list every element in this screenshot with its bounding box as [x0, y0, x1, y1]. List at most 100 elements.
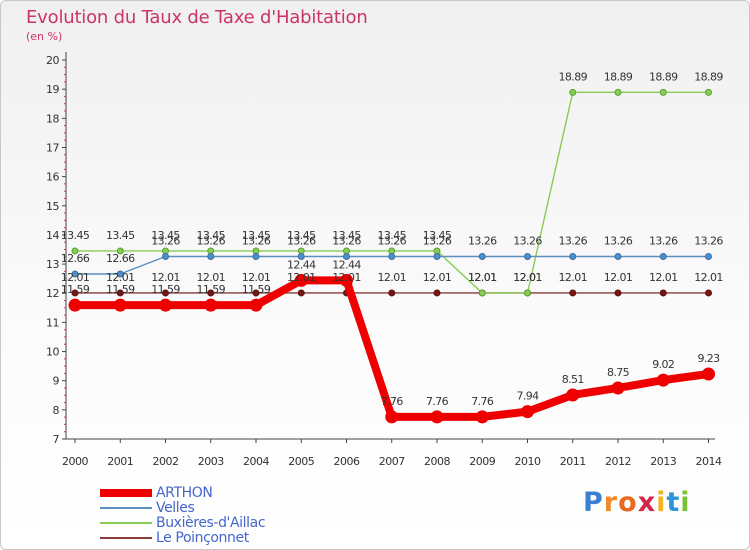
data-point	[388, 289, 396, 297]
y-tick-label: 20	[46, 54, 59, 67]
data-label: 11.59	[197, 283, 226, 296]
data-label: 11.59	[242, 283, 271, 296]
legend-item: Buxières-d'Aillac	[100, 515, 360, 531]
data-label: 12.01	[151, 271, 180, 284]
data-label: 13.45	[423, 229, 452, 242]
data-label: 18.89	[604, 70, 633, 83]
data-label: 12.01	[242, 271, 271, 284]
data-point	[569, 289, 577, 297]
data-point	[614, 252, 622, 260]
series-2	[71, 88, 712, 297]
y-tick-label: 11	[46, 316, 59, 329]
data-label: 12.01	[332, 271, 361, 284]
data-label: 11.59	[106, 283, 135, 296]
data-label: 11.59	[61, 283, 90, 296]
data-point	[521, 405, 534, 419]
data-point	[388, 252, 396, 260]
data-label: 12.01	[513, 271, 542, 284]
data-point	[159, 298, 172, 312]
data-label: 13.45	[197, 229, 226, 242]
legend-swatch	[100, 522, 152, 524]
y-tick-label: 17	[46, 141, 59, 154]
chart-title: Evolution du Taux de Taxe d'Habitation	[26, 7, 368, 28]
series-1	[71, 252, 712, 278]
data-label: 13.45	[287, 229, 316, 242]
data-label: 13.26	[332, 234, 361, 247]
data-point	[71, 247, 79, 255]
data-label: 12.44	[287, 258, 316, 271]
proxiti-logo: Proxiti	[583, 487, 691, 518]
y-tick-label: 15	[46, 200, 59, 213]
data-point	[207, 252, 215, 260]
data-label: 13.45	[378, 229, 407, 242]
data-label: 9.23	[697, 352, 720, 365]
legend-label: ARTHON	[156, 485, 213, 501]
data-point	[478, 252, 486, 260]
data-label: 12.01	[604, 271, 633, 284]
data-point	[113, 298, 127, 312]
chart-subtitle: (en %)	[26, 30, 63, 43]
data-point	[433, 252, 441, 260]
data-label: 12.01	[423, 271, 452, 284]
data-label: 7.76	[426, 395, 449, 408]
y-tick-label: 19	[46, 83, 59, 96]
data-label: 13.45	[242, 229, 271, 242]
legend-label: Buxières-d'Aillac	[156, 515, 266, 531]
data-label: 13.45	[151, 229, 180, 242]
data-point	[705, 88, 712, 96]
data-label: 13.26	[423, 234, 452, 247]
x-tick-label: 2004	[243, 455, 269, 468]
data-label: 13.26	[378, 234, 407, 247]
data-label: 13.26	[468, 234, 497, 247]
data-label: 12.01	[559, 271, 588, 284]
legend-item: ARTHON	[100, 485, 360, 501]
y-tick-label: 7	[53, 433, 60, 446]
data-point	[569, 252, 577, 260]
data-label: 12.66	[61, 252, 90, 265]
data-point	[340, 273, 353, 287]
data-label: 13.45	[332, 229, 361, 242]
data-label: 13.26	[287, 234, 316, 247]
data-point	[71, 289, 79, 297]
data-label: 12.01	[61, 271, 90, 284]
x-tick-label: 2008	[424, 455, 450, 468]
x-tick-label: 2000	[62, 455, 88, 468]
data-label: 13.45	[106, 229, 135, 242]
data-label: 12.01	[106, 271, 135, 284]
y-tick-label: 14	[46, 229, 59, 242]
data-point	[249, 298, 263, 312]
data-label: 7.94	[516, 390, 539, 403]
y-tick-label: 9	[53, 375, 60, 388]
data-label: 12.01	[468, 271, 497, 284]
data-label: 12.01	[197, 271, 226, 284]
data-point	[614, 88, 622, 96]
x-tick-label: 2012	[605, 455, 631, 468]
data-point	[71, 270, 79, 278]
data-label: 11.59	[151, 283, 180, 296]
data-label: 13.45	[61, 229, 90, 242]
data-point	[385, 410, 399, 424]
series-0	[68, 273, 715, 424]
data-point	[475, 410, 489, 424]
data-label: 12.01	[378, 271, 407, 284]
series-3	[71, 289, 712, 297]
x-tick-label: 2013	[650, 455, 676, 468]
y-tick-label: 12	[46, 287, 59, 300]
data-point	[524, 252, 531, 260]
data-point	[294, 273, 308, 287]
data-point	[116, 247, 124, 255]
data-label: 12.66	[106, 252, 135, 265]
data-label: 7.76	[471, 395, 494, 408]
x-tick-label: 2003	[198, 455, 224, 468]
y-tick-label: 13	[46, 258, 59, 271]
y-tick-label: 18	[46, 112, 59, 125]
data-label: 12.01	[649, 271, 678, 284]
data-point	[659, 252, 667, 260]
data-label: 12.01	[287, 271, 316, 284]
data-point	[68, 298, 82, 312]
data-label: 18.89	[694, 70, 723, 83]
x-tick-label: 2007	[379, 455, 405, 468]
y-tick-label: 16	[46, 171, 59, 184]
data-label: 12.01	[513, 271, 542, 284]
series-line	[75, 91, 709, 294]
